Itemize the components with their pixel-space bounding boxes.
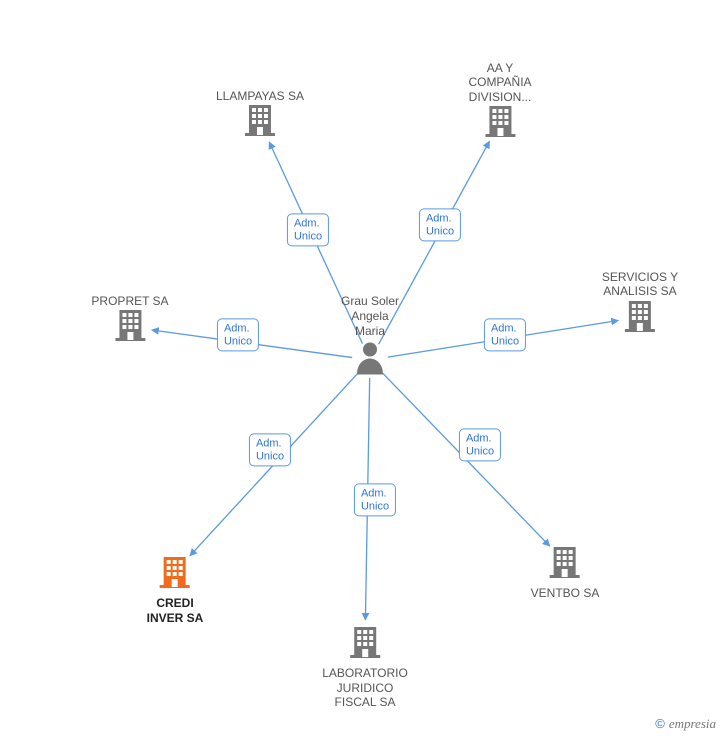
company-node-llampayas[interactable]: LLAMPAYAS SA bbox=[216, 85, 304, 141]
building-icon bbox=[623, 299, 657, 333]
company-node-laboratorio[interactable]: LABORATORIOJURIDICOFISCAL SA bbox=[322, 625, 408, 710]
person-icon bbox=[355, 341, 385, 375]
company-label: PROPRET SA bbox=[91, 294, 168, 308]
company-label: LLAMPAYAS SA bbox=[216, 89, 304, 103]
company-node-aa[interactable]: AA YCOMPAÑIADIVISION... bbox=[468, 57, 531, 142]
company-node-credi[interactable]: CREDIINVER SA bbox=[147, 555, 204, 625]
copyright-symbol: © bbox=[655, 716, 665, 731]
company-label: VENTBO SA bbox=[531, 586, 600, 600]
building-icon bbox=[548, 545, 582, 579]
edge-label: Adm.Unico bbox=[287, 213, 329, 246]
center-person-label: Grau SolerAngelaMaria bbox=[330, 294, 410, 339]
edge-label: Adm.Unico bbox=[354, 483, 396, 516]
company-label: CREDIINVER SA bbox=[147, 596, 204, 625]
company-node-servicios[interactable]: SERVICIOS YANALISIS SA bbox=[602, 266, 678, 336]
building-icon bbox=[348, 625, 382, 659]
watermark: © empresia bbox=[655, 716, 716, 732]
edge-label: Adm.Unico bbox=[419, 208, 461, 241]
company-label: AA YCOMPAÑIADIVISION... bbox=[468, 61, 531, 104]
building-icon bbox=[158, 555, 192, 589]
edge-label: Adm.Unico bbox=[459, 428, 501, 461]
edge-label: Adm.Unico bbox=[484, 318, 526, 351]
watermark-text: empresia bbox=[669, 716, 716, 731]
company-node-propret[interactable]: PROPRET SA bbox=[91, 290, 168, 346]
edge-label: Adm.Unico bbox=[249, 433, 291, 466]
company-label: SERVICIOS YANALISIS SA bbox=[602, 270, 678, 299]
center-person-icon bbox=[355, 341, 385, 380]
building-icon bbox=[483, 104, 517, 138]
company-label: LABORATORIOJURIDICOFISCAL SA bbox=[322, 666, 408, 709]
diagram-canvas: Grau SolerAngelaMaria Adm.Unico Adm.Unico… bbox=[0, 0, 728, 740]
company-node-ventbo[interactable]: VENTBO SA bbox=[531, 545, 600, 601]
building-icon bbox=[113, 308, 147, 342]
edge-label: Adm.Unico bbox=[217, 318, 259, 351]
building-icon bbox=[243, 103, 277, 137]
